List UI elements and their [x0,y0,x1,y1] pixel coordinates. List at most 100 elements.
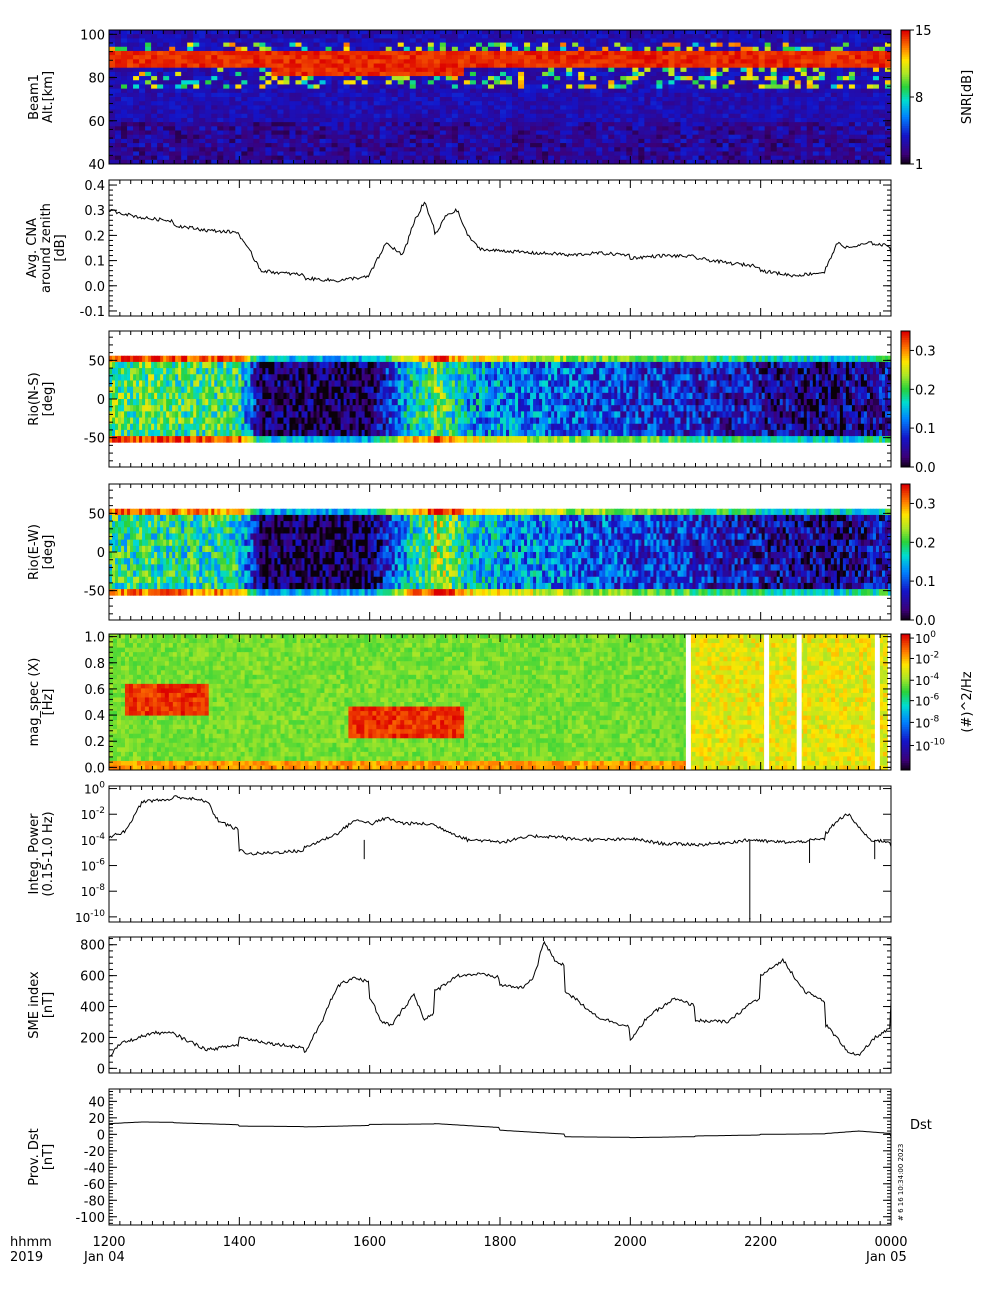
beam1-cell [265,143,272,148]
beam1-cell [662,143,669,148]
beam1-cell [878,155,886,161]
beam1-cell [860,101,868,106]
beam1-cell [295,138,302,144]
beam1-cell [812,42,820,48]
beam1-cell [139,151,146,157]
beam1-cell [752,50,760,56]
beam1-cell [307,59,314,64]
beam1-cell [259,97,266,102]
beam1-cell [301,155,308,161]
beam1-cell [626,109,633,115]
beam1-cell [325,147,332,152]
beam1-cell [181,113,188,119]
beam1-cell [584,63,591,69]
beam1-cell [638,155,645,161]
beam1-cell [235,42,242,48]
beam1-cell [698,42,705,48]
rio_ns-cell [175,386,179,394]
beam1-cell [590,46,597,52]
beam1-cell [397,34,405,39]
beam1-cell [578,113,585,119]
beam1-cell [433,38,441,43]
beam1-cell [337,117,344,123]
beam1-cell [469,50,477,56]
beam1-cell [457,101,465,106]
beam1-cell [283,50,290,56]
beam1-cell [680,122,687,127]
beam1-cell [794,134,802,140]
beam1-cell [674,105,681,110]
beam1-cell [313,155,320,161]
beam1-cell [710,117,717,123]
beam1-cell [193,59,200,64]
beam1-cell [337,92,344,98]
beam1-cell [806,38,814,43]
beam1-cell [788,67,796,73]
colorbar-cell [901,121,910,125]
beam1-cell [698,46,705,52]
beam1-cell [139,113,146,119]
beam1-cell [469,151,477,157]
beam1-cell [578,117,585,123]
beam1-cell [241,84,248,90]
beam1-cell [518,105,525,110]
beam1-cell [175,88,182,94]
beam1-cell [878,117,886,123]
beam1-cell [740,122,748,127]
beam1-cell [217,76,224,81]
beam1-cell [842,46,850,52]
beam1-cell [734,97,742,102]
beam1-cell [229,147,236,152]
beam1-cell [560,130,567,136]
beam1-cell [241,155,248,161]
beam1-cell [662,71,669,77]
beam1-cell [253,71,260,77]
beam1-cell [451,71,459,77]
beam1-cell [842,84,850,90]
beam1-cell [794,38,802,43]
beam1-cell [884,113,892,119]
beam1-cell [199,122,206,127]
beam1-cell [349,30,357,35]
rio_ns-cell [169,411,173,418]
beam1-cell [241,105,248,110]
beam1-cell [782,105,790,110]
beam1-cell [650,76,657,81]
beam1-cell [650,134,657,140]
beam1-cell [686,97,693,102]
beam1-cell [265,59,272,64]
beam1-cell [578,130,585,136]
beam1-cell [806,46,814,52]
beam1-cell [487,97,495,102]
beam1-cell [217,92,224,98]
beam1-cell [439,138,447,144]
beam1-cell [806,113,814,119]
rio_ns-cell [142,355,146,363]
beam1-cell [445,42,453,48]
beam1-cell [391,55,399,60]
beam1-cell [686,84,693,90]
beam1-cell [379,84,387,90]
beam1-cell [457,151,465,157]
beam1-cell [133,117,140,123]
beam1-cell [151,84,158,90]
beam1-cell [151,126,158,131]
beam1-cell [830,34,838,39]
beam1-cell [385,67,393,73]
beam1-cell [133,105,140,110]
beam1-cell [289,50,296,56]
rio_ns-cell [166,386,170,394]
beam1-cell [343,97,351,102]
beam1-cell [818,55,826,60]
beam1-cell [277,130,284,136]
beam1-cell [145,130,152,136]
beam1-cell [596,84,603,90]
beam1-cell [692,34,699,39]
beam1-cell [277,55,284,60]
rio_ns-cell [121,399,125,406]
beam1-cell [644,71,651,77]
beam1-cell [572,55,579,60]
beam1-cell [307,101,314,106]
rio_ns-cell [115,355,119,363]
beam1-cell [842,151,850,157]
